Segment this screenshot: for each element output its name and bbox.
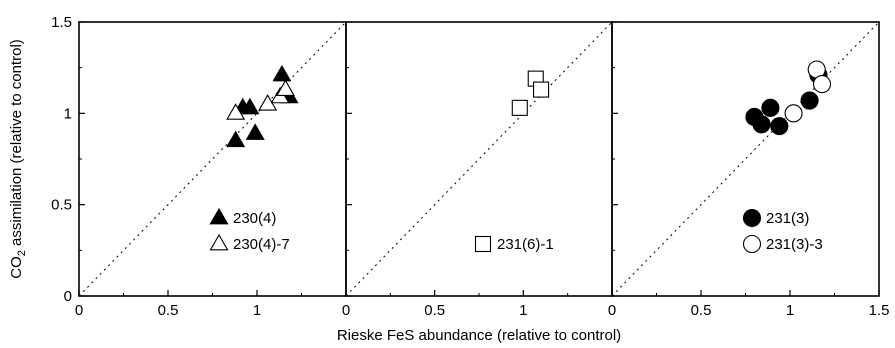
y-axis-title-subscript: 2 <box>16 250 28 256</box>
panel-1-series-1-point <box>245 123 265 140</box>
panel-3-x-tick-label: 1 <box>786 302 794 319</box>
legends: 230(4) 230(4)-7 231(6)-1 231(3) 231(3)-3 <box>209 207 823 254</box>
panel-2-legend-label-1: 231(6)-1 <box>497 236 554 253</box>
panel-1-legend-marker-2 <box>209 233 229 251</box>
panel-2-x-tick-label: 1 <box>519 302 527 319</box>
panel-1-series-1-point <box>240 97 260 115</box>
panel-2-legend-marker-1 <box>474 235 492 253</box>
x-axis-title: Rieske FeS abundance (relative to contro… <box>337 327 621 344</box>
panel-3-series-1-point <box>761 98 780 117</box>
panel-3-x-tick-label: 1.5 <box>869 302 890 319</box>
data-marks <box>226 60 832 148</box>
panel-1-x-tick-label: 0 <box>75 302 83 319</box>
panel-1-series-1-point <box>226 130 246 148</box>
panel-2-x-tick-label: 0.5 <box>424 302 445 319</box>
panel-1-x-tick-label: 0.5 <box>158 302 179 319</box>
panel-3-series-2-point <box>812 75 832 94</box>
panel-2-identity-line <box>346 22 612 296</box>
panel-1-identity-line <box>79 22 346 296</box>
panel-1-legend-label-1: 230(4) <box>233 210 276 227</box>
panel-1-legend-label-2: 230(4)-7 <box>233 236 290 253</box>
y-axis-title-rest: assimilation (relative to control) <box>8 39 25 250</box>
panel-3-identity-line <box>612 22 879 296</box>
panel-3-legend-marker-2 <box>742 234 762 254</box>
y-tick-label: 0.5 <box>51 197 72 214</box>
panel-3-legend-label-1: 231(3) <box>766 210 809 227</box>
panel-1-series-1-point <box>272 64 292 82</box>
panel-3-x-tick-label: 0.5 <box>691 302 712 319</box>
reference-lines <box>79 22 879 296</box>
y-tick-label: 0 <box>64 288 72 305</box>
y-tick-label: 1 <box>64 105 72 122</box>
panel-3-series-1-point <box>770 117 789 136</box>
panel-3-legend-marker-1 <box>742 208 762 228</box>
panel-1-x-tick-label: 1 <box>253 302 261 319</box>
panel-2-series-1-point <box>511 99 528 116</box>
panel-3-legend-label-2: 231(3)-3 <box>766 236 823 253</box>
panel-2-series-1-point <box>533 81 550 98</box>
panel-1-series-2-point <box>226 103 246 120</box>
panel-1-series-2-point <box>275 79 295 96</box>
y-axis-title: CO2 assimilation (relative to control) <box>8 39 28 279</box>
panel-3-x-tick-label: 0 <box>608 302 616 319</box>
panel-3-series-1-point <box>752 115 771 134</box>
panel-2-x-tick-label: 0 <box>342 302 350 319</box>
axes: 0 0.5 1 0 0.5 1 1.5 0 0.5 1 0 0.5 1 1.5 <box>51 14 889 319</box>
panel-3-series-2-point <box>784 104 803 123</box>
y-tick-label: 1.5 <box>51 14 72 31</box>
panel-3-series-1-point <box>800 91 819 110</box>
panel-1-legend-marker-1 <box>209 207 229 225</box>
